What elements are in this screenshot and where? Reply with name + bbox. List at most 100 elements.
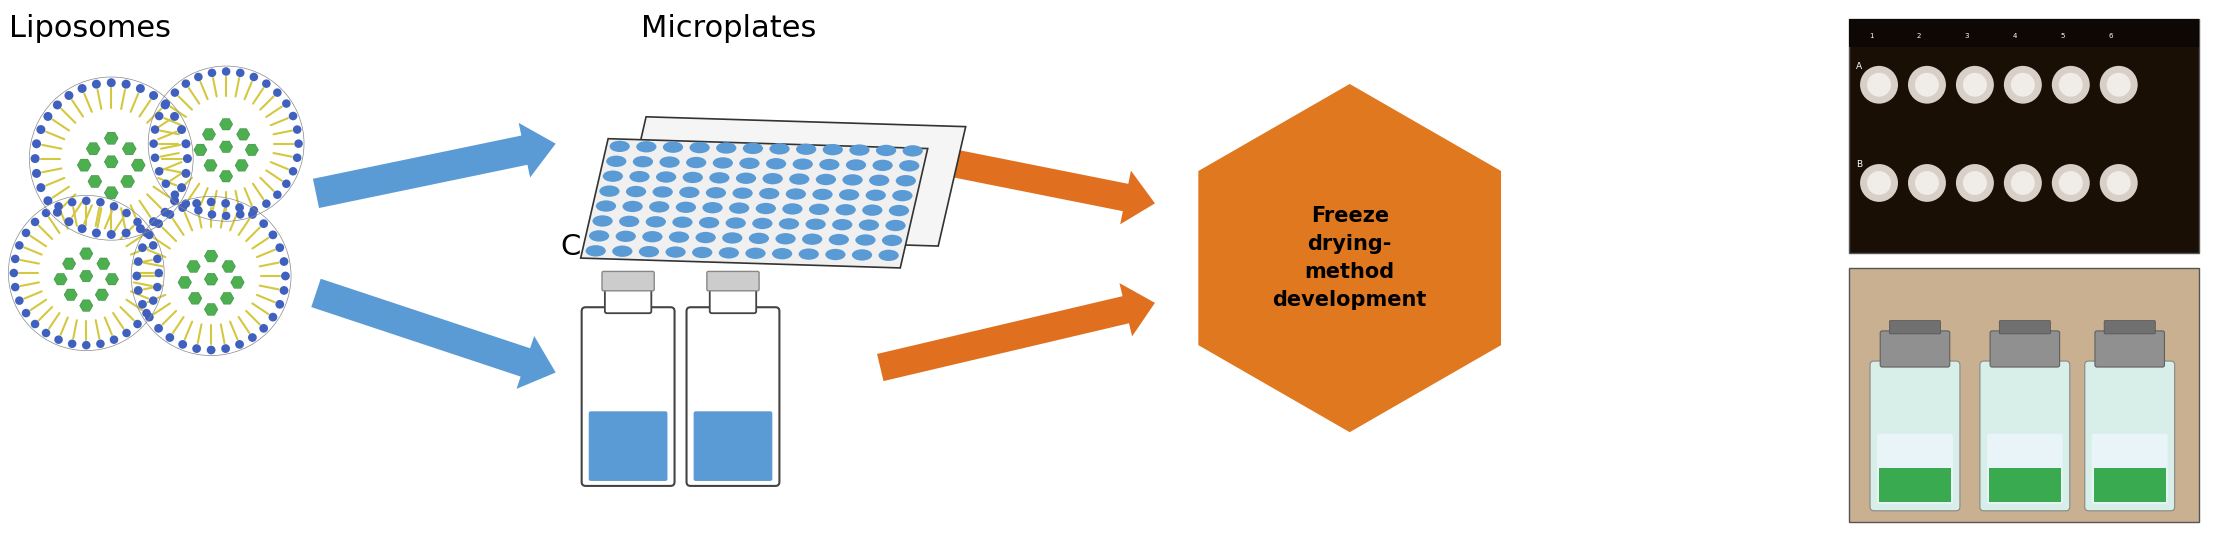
Circle shape	[106, 78, 115, 87]
Circle shape	[166, 333, 175, 342]
Text: Microplates: Microplates	[640, 14, 817, 43]
Circle shape	[1868, 73, 1892, 96]
FancyBboxPatch shape	[686, 307, 779, 486]
Ellipse shape	[790, 173, 810, 185]
Circle shape	[155, 167, 164, 175]
Circle shape	[31, 169, 42, 178]
Text: Conventional vials: Conventional vials	[560, 233, 830, 261]
Polygon shape	[204, 250, 217, 262]
Circle shape	[93, 229, 102, 237]
Text: Liposomes: Liposomes	[9, 14, 170, 43]
Text: Freeze
drying-
method
development: Freeze drying- method development	[1272, 206, 1427, 310]
Circle shape	[288, 167, 297, 175]
Polygon shape	[104, 132, 117, 144]
Text: 2: 2	[1916, 33, 1921, 39]
Circle shape	[31, 154, 40, 163]
Ellipse shape	[593, 215, 613, 227]
Circle shape	[1861, 66, 1899, 104]
Ellipse shape	[679, 187, 699, 198]
Circle shape	[15, 296, 24, 305]
Polygon shape	[177, 277, 193, 288]
Ellipse shape	[664, 141, 684, 153]
Ellipse shape	[812, 189, 832, 200]
Ellipse shape	[752, 218, 772, 229]
Circle shape	[221, 344, 230, 353]
FancyBboxPatch shape	[2085, 361, 2175, 511]
Circle shape	[274, 300, 283, 309]
Ellipse shape	[699, 217, 719, 229]
Circle shape	[261, 79, 270, 88]
Ellipse shape	[613, 246, 633, 257]
Circle shape	[153, 283, 162, 292]
Circle shape	[181, 139, 190, 149]
Ellipse shape	[839, 189, 859, 201]
Ellipse shape	[772, 248, 792, 259]
Ellipse shape	[775, 233, 797, 244]
Bar	[1879, 468, 1952, 502]
Circle shape	[2100, 164, 2138, 202]
Polygon shape	[80, 300, 93, 311]
FancyArrow shape	[952, 150, 1155, 224]
Circle shape	[2058, 73, 2082, 96]
Circle shape	[142, 309, 150, 317]
Ellipse shape	[659, 156, 679, 168]
Circle shape	[1956, 164, 1994, 202]
Polygon shape	[235, 159, 248, 171]
Circle shape	[133, 320, 142, 328]
Text: 6: 6	[2109, 33, 2113, 39]
Circle shape	[164, 230, 257, 322]
Circle shape	[55, 202, 62, 210]
Ellipse shape	[825, 249, 845, 260]
Ellipse shape	[879, 250, 898, 261]
FancyBboxPatch shape	[1890, 321, 1941, 334]
Circle shape	[31, 320, 40, 328]
Ellipse shape	[653, 186, 673, 198]
FancyBboxPatch shape	[582, 307, 675, 486]
Bar	[1850, 268, 2200, 522]
Circle shape	[148, 217, 157, 226]
Ellipse shape	[903, 145, 923, 157]
Circle shape	[53, 208, 62, 216]
Polygon shape	[620, 117, 965, 246]
Circle shape	[281, 180, 290, 188]
Circle shape	[11, 283, 20, 292]
Circle shape	[64, 91, 73, 100]
Ellipse shape	[733, 187, 752, 199]
Circle shape	[64, 111, 159, 206]
Circle shape	[181, 99, 272, 189]
Circle shape	[181, 169, 190, 178]
Circle shape	[93, 79, 102, 89]
Circle shape	[95, 198, 104, 207]
Ellipse shape	[690, 142, 710, 153]
Circle shape	[2051, 164, 2089, 202]
Circle shape	[221, 67, 230, 76]
Text: 4: 4	[2012, 33, 2016, 39]
Circle shape	[179, 340, 188, 349]
Ellipse shape	[642, 231, 662, 242]
Ellipse shape	[786, 189, 806, 199]
Circle shape	[268, 231, 277, 239]
Ellipse shape	[633, 156, 653, 167]
Polygon shape	[95, 289, 108, 300]
Circle shape	[177, 183, 186, 192]
Bar	[1850, 19, 2200, 47]
Circle shape	[170, 112, 179, 121]
Circle shape	[184, 154, 193, 163]
Circle shape	[281, 99, 290, 108]
FancyBboxPatch shape	[706, 271, 759, 291]
Ellipse shape	[693, 247, 713, 258]
Circle shape	[2058, 171, 2082, 195]
Ellipse shape	[606, 156, 626, 167]
Circle shape	[31, 139, 42, 149]
Circle shape	[292, 153, 301, 162]
FancyArrow shape	[312, 123, 555, 208]
FancyArrow shape	[312, 279, 555, 389]
Circle shape	[53, 100, 62, 110]
Circle shape	[106, 230, 115, 239]
Ellipse shape	[648, 201, 668, 213]
Circle shape	[133, 286, 142, 295]
Circle shape	[2005, 164, 2043, 202]
Polygon shape	[104, 187, 117, 199]
FancyArrow shape	[876, 283, 1155, 381]
Circle shape	[1861, 164, 1899, 202]
